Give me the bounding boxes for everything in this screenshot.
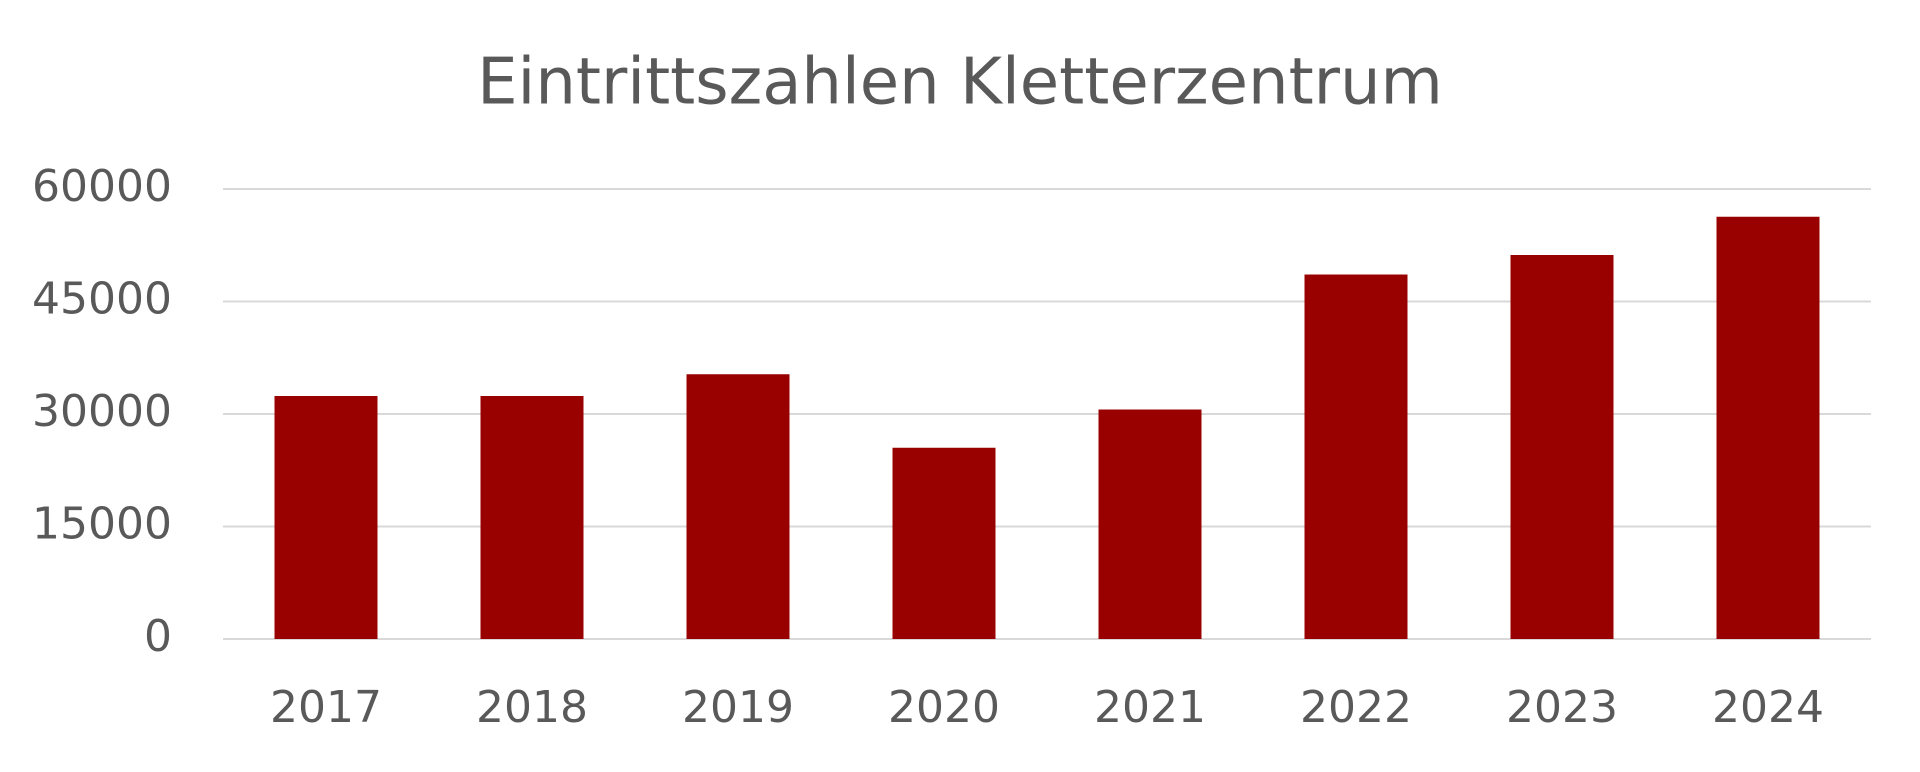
x-tick-label: 2019 — [682, 682, 794, 733]
x-tick-label: 2017 — [270, 682, 382, 733]
chart-title: Eintrittszahlen Kletterzentrum — [477, 46, 1443, 120]
bar — [1510, 255, 1614, 639]
bar — [892, 447, 996, 639]
y-tick-label: 0 — [144, 611, 172, 662]
bar — [686, 374, 790, 639]
y-tick-label: 30000 — [32, 386, 172, 437]
bar — [1098, 409, 1202, 639]
bar — [480, 396, 584, 639]
bar — [274, 396, 378, 639]
bar — [1304, 274, 1408, 639]
x-tick-label: 2018 — [476, 682, 588, 733]
x-tick-label: 2024 — [1712, 682, 1824, 733]
bar — [1716, 216, 1820, 639]
x-tick-label: 2021 — [1094, 682, 1206, 733]
y-tick-label: 60000 — [32, 161, 172, 212]
y-tick-label: 45000 — [32, 274, 172, 325]
x-tick-label: 2022 — [1300, 682, 1412, 733]
y-tick-label: 15000 — [32, 499, 172, 550]
x-tick-label: 2023 — [1506, 682, 1618, 733]
x-tick-label: 2020 — [888, 682, 1000, 733]
